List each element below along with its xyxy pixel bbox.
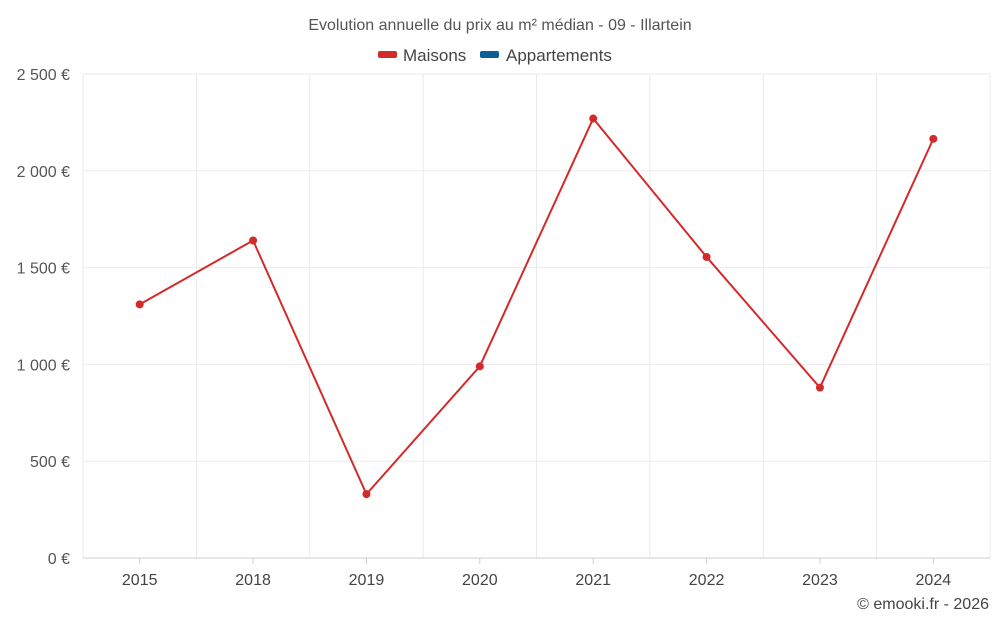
x-tick-label: 2015 <box>122 572 158 589</box>
data-point-maisons-2024[interactable] <box>929 134 938 143</box>
chart-title: Evolution annuelle du prix au m² médian … <box>308 17 691 34</box>
data-point-maisons-2018[interactable] <box>249 236 258 245</box>
credit: © emooki.fr - 2026 <box>857 596 989 613</box>
data-point-maisons-2022[interactable] <box>702 252 711 261</box>
x-tick-label: 2023 <box>802 572 838 589</box>
x-tick-label: 2021 <box>575 572 611 589</box>
legend-swatch-maisons <box>378 51 397 58</box>
series-line-maisons <box>139 117 935 496</box>
y-tick-label: 1 000 € <box>17 357 70 374</box>
y-tick-label: 2 000 € <box>17 164 70 181</box>
series-layer <box>135 114 938 499</box>
data-point-maisons-2019[interactable] <box>362 490 371 499</box>
data-point-maisons-2021[interactable] <box>589 114 598 123</box>
x-tick-label: 2024 <box>916 572 952 589</box>
y-tick-label: 1 500 € <box>17 261 70 278</box>
legend-label-appartements: Appartements <box>506 46 612 65</box>
x-tick-label: 2018 <box>235 572 271 589</box>
data-point-maisons-2020[interactable] <box>475 362 484 371</box>
x-tick-label: 2019 <box>349 572 385 589</box>
y-tick-label: 0 € <box>48 551 70 568</box>
x-tick-label: 2020 <box>462 572 498 589</box>
legend-swatch-appartements <box>480 51 499 58</box>
legend-item-appartements[interactable]: Appartements <box>480 46 612 65</box>
x-tick-label: 2022 <box>689 572 725 589</box>
x-axis: 2015 2018 2019 2020 2021 2022 2023 2024 <box>83 557 990 589</box>
y-axis: 0 € 500 € 1 000 € 1 500 € 2 000 € 2 500 € <box>17 67 70 568</box>
y-tick-label: 500 € <box>30 454 70 471</box>
data-point-maisons-2015[interactable] <box>135 300 144 309</box>
grid <box>82 73 991 558</box>
y-tick-label: 2 500 € <box>17 67 70 84</box>
legend: Maisons Appartements <box>378 46 612 65</box>
legend-label-maisons: Maisons <box>403 46 466 65</box>
data-point-maisons-2023[interactable] <box>815 383 824 392</box>
legend-item-maisons[interactable]: Maisons <box>378 46 466 65</box>
